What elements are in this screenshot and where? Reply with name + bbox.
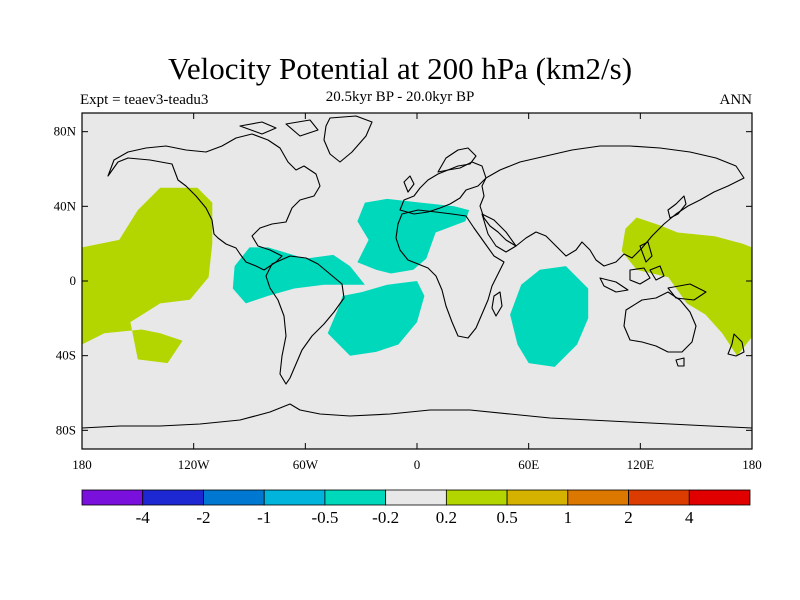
colorbar-swatch — [445, 489, 508, 506]
season-label: ANN — [719, 92, 753, 108]
colorbar-label: -0.5 — [311, 508, 338, 527]
colorbar-swatch — [385, 489, 447, 506]
colorbar-label: 4 — [685, 508, 694, 527]
colorbar-label: 0.5 — [496, 508, 517, 527]
colorbar-swatch — [628, 489, 690, 506]
region-positive-east-pacific — [82, 187, 213, 364]
lat-tick-label: 80S — [56, 422, 76, 437]
region-negative-indian-ocean — [510, 266, 589, 367]
colorbar-label: -4 — [136, 508, 151, 527]
lon-tick-label: 180 — [72, 457, 92, 472]
colorbar-label: -0.2 — [372, 508, 399, 527]
colorbar-label: 2 — [624, 508, 633, 527]
colorbar-swatch — [506, 489, 569, 506]
colorbar-swatch — [81, 489, 144, 506]
lon-tick-label: 60E — [518, 457, 539, 472]
lon-tick-label: 120W — [178, 457, 211, 472]
lon-tick-label: 120E — [627, 457, 655, 472]
colorbar-swatch — [203, 489, 265, 506]
region-negative-south-atlantic — [327, 281, 425, 356]
region-positive-west-pacific — [621, 217, 752, 356]
anomaly-regions — [82, 187, 752, 367]
colorbar: -4 -2 -1 -0.5 -0.2 0.2 0.5 1 2 4 — [81, 489, 751, 527]
lon-tick-label: 0 — [414, 457, 421, 472]
colorbar-swatch — [324, 489, 387, 506]
colorbar-swatch — [567, 489, 629, 506]
colorbar-label: 0.2 — [436, 508, 457, 527]
period-label: 20.5kyr BP - 20.0kyr BP — [325, 89, 475, 105]
lat-tick-label: 80N — [54, 124, 77, 139]
lat-tick-label: 40N — [54, 198, 77, 213]
colorbar-label: 1 — [564, 508, 573, 527]
colorbar-swatch — [142, 489, 204, 506]
map-title: Velocity Potential at 200 hPa (km2/s) — [167, 51, 633, 86]
coastlines — [82, 115, 752, 429]
lon-tick-label: 60W — [293, 457, 319, 472]
colorbar-label: -2 — [196, 508, 210, 527]
lon-tick-label: 180 — [742, 457, 762, 472]
region-negative-africa-europe — [357, 198, 470, 274]
lat-tick-label: 0 — [70, 273, 77, 288]
longitude-axis: 180 120W 60W 0 60E 120E 180 — [72, 113, 762, 472]
experiment-label: Expt = teaev3-teadu3 — [80, 92, 209, 108]
latitude-axis: 80N 40N 0 40S 80S — [54, 124, 752, 437]
colorbar-label: -1 — [257, 508, 271, 527]
region-negative-south-america — [232, 247, 365, 304]
colorbar-swatch — [688, 489, 751, 506]
colorbar-swatch — [263, 489, 326, 506]
lat-tick-label: 40S — [56, 348, 76, 363]
